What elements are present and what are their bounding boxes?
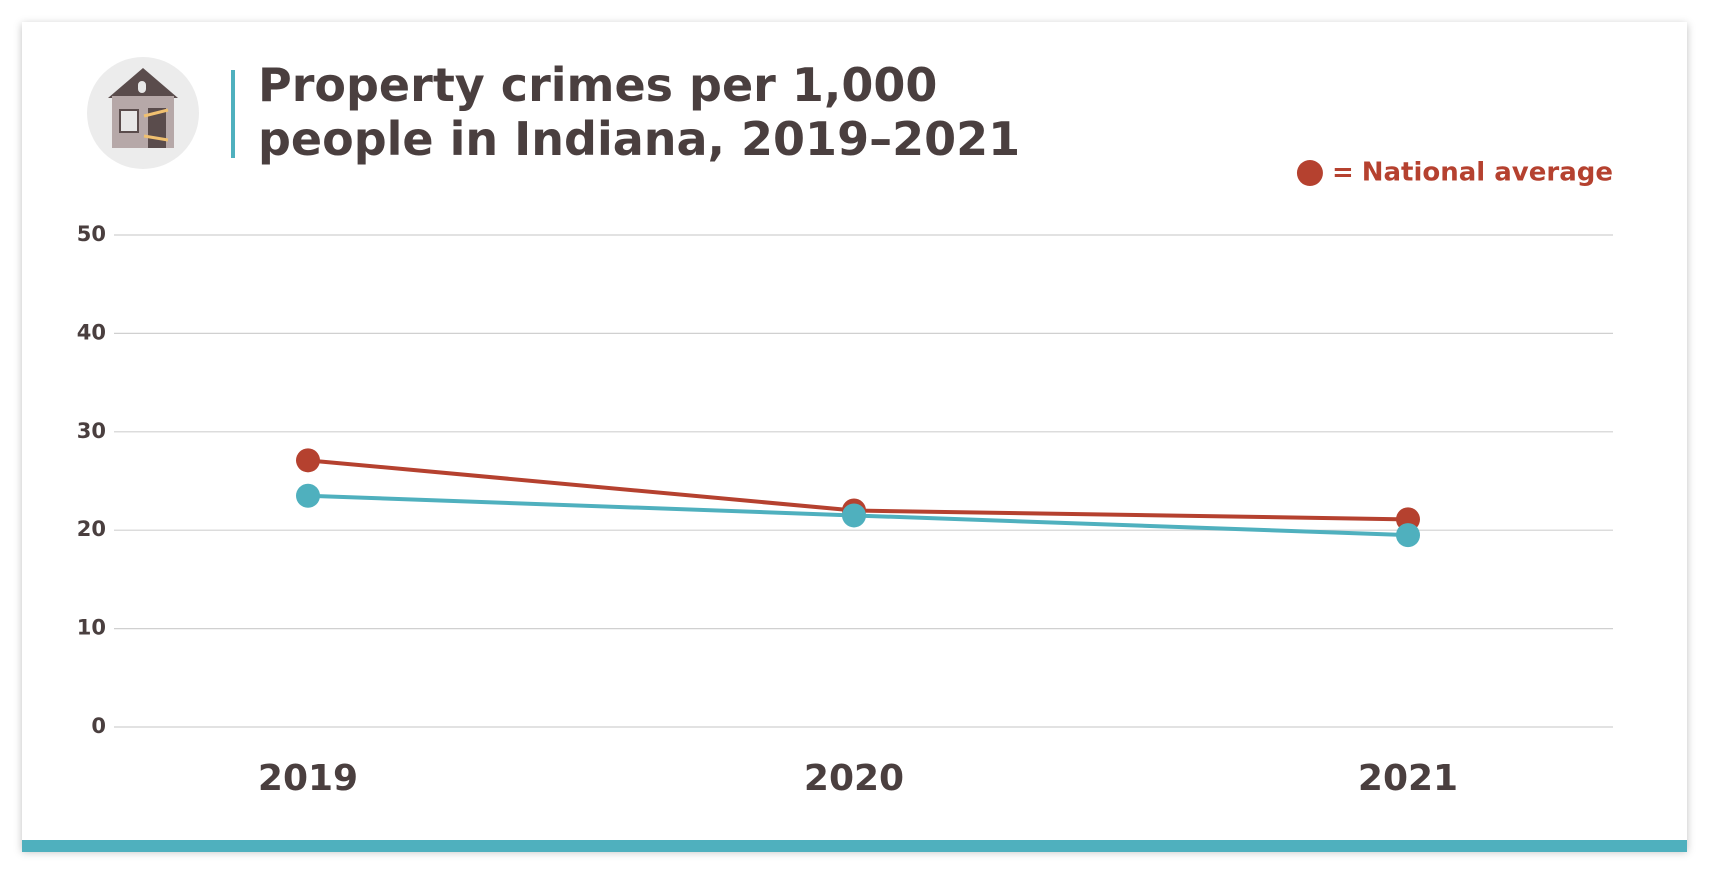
y-tick-label: 30 (77, 419, 106, 443)
x-tick-label: 2020 (804, 758, 904, 799)
card (22, 22, 1687, 850)
y-tick-label: 20 (77, 517, 106, 541)
chart-title: Property crimes per 1,000 people in Indi… (258, 58, 1021, 166)
point (296, 483, 320, 508)
y-tick-label: 50 (77, 222, 106, 246)
point (296, 448, 320, 473)
point (1396, 523, 1420, 548)
point (842, 503, 866, 528)
legend-prefix: = (1332, 158, 1354, 188)
x-tick-label: 2019 (258, 758, 358, 799)
legend-marker (1296, 160, 1323, 186)
legend-label: National average (1362, 158, 1613, 188)
footer-bar (22, 840, 1687, 852)
y-tick-label: 40 (77, 320, 106, 344)
x-tick-label: 2021 (1358, 758, 1458, 799)
y-tick-label: 10 (77, 616, 106, 640)
house-icon (87, 57, 199, 169)
y-tick-label: 0 (91, 714, 106, 738)
